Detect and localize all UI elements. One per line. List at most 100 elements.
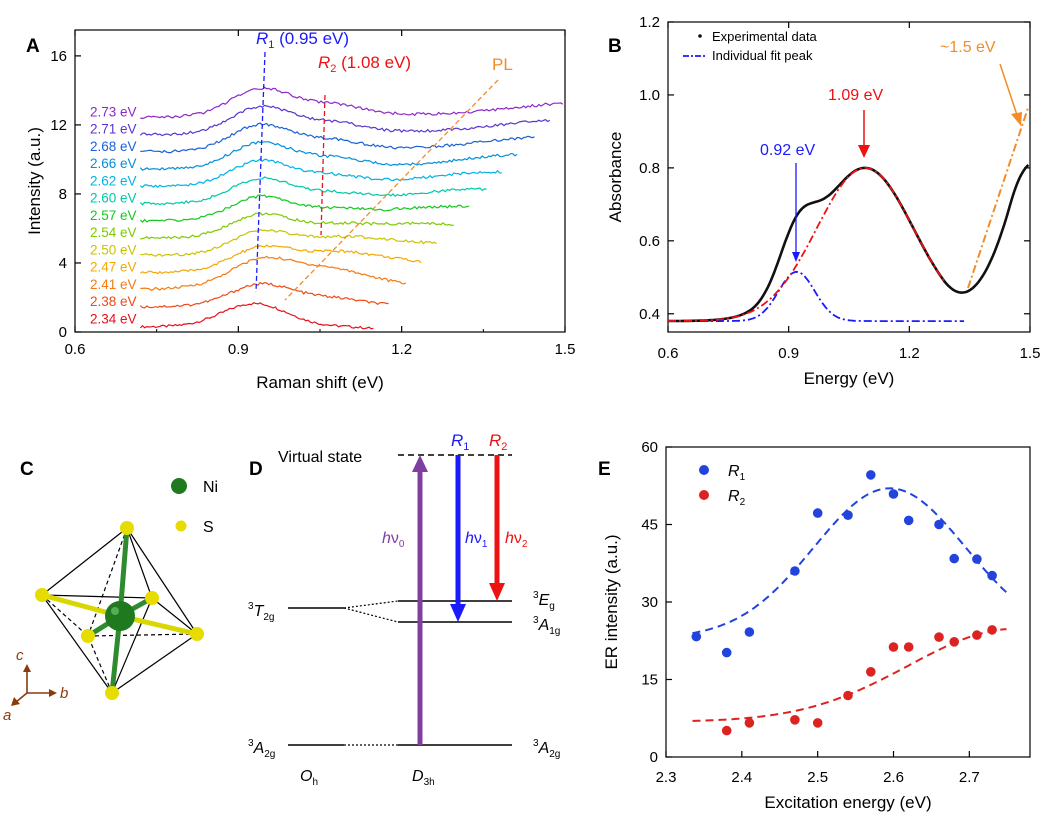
- peak-arrowhead-0.92: [792, 252, 800, 262]
- laser-energy-label: 2.38 eV: [90, 294, 137, 309]
- panel-letter-e: E: [598, 459, 611, 480]
- virtual-state-label: Virtual state: [278, 449, 362, 466]
- y-axis-label-b: Absorbance: [606, 132, 625, 223]
- s-atom-top: [120, 521, 134, 535]
- x-axis-label-e: Excitation energy (eV): [764, 793, 931, 812]
- r2-top-label: R2: [489, 431, 507, 453]
- laser-energy-label: 2.34 eV: [90, 311, 137, 326]
- laser-energy-label: 2.60 eV: [90, 191, 137, 206]
- data-point-R1: [934, 519, 944, 530]
- x-tick-label-b: 1.5: [1020, 345, 1041, 362]
- y-tick-label-a: 8: [59, 186, 67, 203]
- data-point-R1: [987, 570, 997, 581]
- y-tick-label-a: 4: [59, 255, 67, 272]
- laser-energy-label: 2.73 eV: [90, 104, 137, 119]
- data-point-R2: [903, 642, 914, 652]
- y-tick-label-b: 0.4: [639, 306, 660, 323]
- peak-arrowhead-1.09: [858, 145, 870, 158]
- label-left-t2g: 3T2g: [248, 601, 274, 623]
- spectrum-2.66: [139, 140, 518, 171]
- data-point-R2: [744, 718, 755, 728]
- x-tick-label-e: 2.5: [807, 769, 828, 786]
- y-tick-label-e: 60: [641, 439, 658, 456]
- s-atom-left: [35, 588, 49, 602]
- laser-energy-label: 2.66 eV: [90, 156, 137, 171]
- scatter-points-e: [691, 470, 997, 736]
- axis-b-label: b: [60, 685, 68, 702]
- experimental-curve: [668, 163, 1030, 323]
- r1-fit-curve: [692, 487, 1008, 635]
- data-point-R1: [744, 627, 755, 637]
- legend-label-fit: Individual fit peak: [712, 48, 813, 63]
- symmetry-oh: Oh: [300, 768, 318, 788]
- y-tick-label-e: 0: [650, 749, 658, 766]
- axis-c-label: c: [16, 647, 24, 664]
- r1-emission-arrowhead: [450, 604, 466, 622]
- band-edge-label: ~1.5 eV: [940, 39, 996, 56]
- legend-s-sphere: [175, 520, 187, 532]
- h-nu1-label: hν1: [465, 530, 488, 550]
- legend-marker-r1: [699, 465, 709, 475]
- data-point-R2: [866, 667, 876, 677]
- y-tick-label-b: 0.6: [639, 233, 660, 250]
- label-right-a1g: 3A1g: [533, 615, 560, 637]
- data-point-R1: [790, 566, 800, 576]
- fit-peak-1.09: [668, 167, 946, 322]
- y-tick-label-b: 0.8: [639, 160, 660, 177]
- y-tick-label-e: 15: [641, 672, 658, 689]
- spectrum-2.71: [139, 104, 551, 137]
- data-point-R2: [987, 625, 997, 635]
- y-tick-label-e: 45: [641, 517, 658, 534]
- legend-label-r1: R1: [728, 463, 746, 483]
- peak-label-0.92: 0.92 eV: [760, 142, 815, 159]
- band-edge-arrow: [999, 63, 1019, 119]
- x-tick-label-e: 2.4: [731, 769, 752, 786]
- x-tick-label-a: 0.9: [228, 341, 249, 358]
- axis-ticks-b: 0.6 0.9 1.2 1.5 0.4 0.6 0.8 1.0 1.2: [639, 14, 1040, 362]
- x-tick-label-b: 0.6: [658, 345, 679, 362]
- band-edge-arrowhead: [1011, 112, 1022, 126]
- spectrum-2.5: [140, 228, 437, 257]
- r2-fit-curve: [692, 628, 1007, 722]
- data-point-R1: [972, 554, 982, 564]
- label-left-a2g: 3A2g: [248, 738, 275, 760]
- data-point-R1: [721, 647, 732, 658]
- panel-a: A 0.6 0.9 1.2 1.5 0 4 8 12 16 2.34 eV 2.38 eV 2.41…: [25, 29, 575, 392]
- spectrum-2.34: [139, 302, 374, 330]
- r2-emission-arrowhead: [489, 583, 505, 601]
- ni-atom: [105, 601, 135, 631]
- s-atom-bottom: [105, 686, 119, 700]
- spectrum-2.57: [139, 194, 470, 223]
- data-point-R1: [812, 508, 823, 518]
- y-axis-label-a: Intensity (a.u.): [25, 127, 44, 235]
- y-tick-label-e: 30: [641, 594, 658, 611]
- spectrum-2.54: [140, 212, 454, 240]
- x-tick-label-b: 1.2: [899, 345, 920, 362]
- y-tick-label-a: 12: [50, 117, 67, 134]
- legend-ni-label: Ni: [203, 479, 218, 496]
- data-point-R1: [888, 489, 899, 499]
- laser-energy-label: 2.47 eV: [90, 260, 137, 275]
- spectrum-2.73: [140, 86, 564, 120]
- panel-d: D Virtual state R1 R2 hν0 hν1 hν2 3T2g 3…: [248, 431, 560, 788]
- panel-letter-b: B: [608, 36, 622, 57]
- pl-annotation: PL: [492, 55, 513, 74]
- spectrum-2.47: [139, 244, 422, 275]
- crystal-axes: [11, 664, 57, 706]
- r2-annotation: R2 (1.08 eV): [318, 53, 411, 75]
- axis-a-label: a: [3, 707, 11, 724]
- s-atom-back: [145, 591, 159, 605]
- h-nu2-label: hν2: [505, 530, 528, 550]
- x-tick-label-b: 0.9: [778, 345, 799, 362]
- panel-e: E 2.3 2.4 2.5 2.6 2.7 0 15 30 45 60 R1 R2 Excitat…: [598, 439, 1031, 812]
- laser-energy-label: 2.41 eV: [90, 277, 137, 292]
- panel-b: B 0.6 0.9 1.2 1.5 0.4 0.6 0.8 1.0 1.2 Experiment…: [606, 14, 1040, 388]
- panel-letter-d: D: [249, 459, 263, 480]
- panel-letter-c: C: [20, 459, 34, 480]
- spectrum-2.38: [139, 281, 389, 309]
- data-point-R2: [812, 718, 823, 728]
- data-point-R1: [843, 510, 853, 520]
- y-tick-label-a: 0: [59, 324, 67, 341]
- x-axis-label-b: Energy (eV): [804, 369, 895, 388]
- spectrum-2.68: [140, 122, 535, 154]
